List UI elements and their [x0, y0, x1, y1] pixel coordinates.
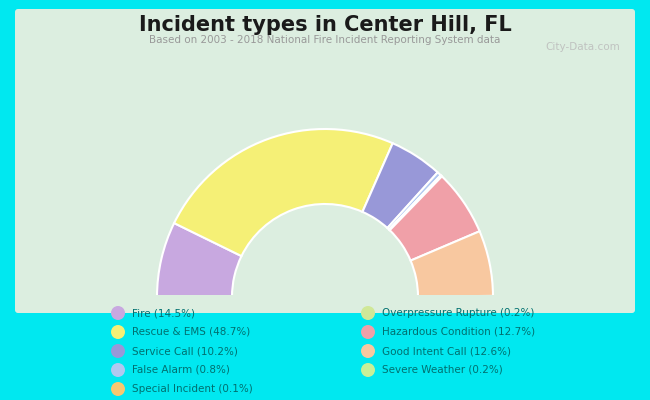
Text: Severe Weather (0.2%): Severe Weather (0.2%)	[382, 365, 502, 375]
Text: Special Incident (0.1%): Special Incident (0.1%)	[132, 384, 253, 394]
Text: Overpressure Rupture (0.2%): Overpressure Rupture (0.2%)	[382, 308, 534, 318]
Text: Service Call (10.2%): Service Call (10.2%)	[132, 346, 238, 356]
Bar	[18, 295, 632, 310]
Text: City-Data.com: City-Data.com	[545, 42, 620, 52]
Text: False Alarm (0.8%): False Alarm (0.8%)	[132, 365, 230, 375]
Wedge shape	[157, 223, 242, 297]
Wedge shape	[389, 176, 442, 230]
Wedge shape	[389, 175, 441, 230]
Text: Rescue & EMS (48.7%): Rescue & EMS (48.7%)	[132, 327, 250, 337]
Circle shape	[111, 344, 125, 358]
Wedge shape	[418, 296, 493, 297]
Text: Incident types in Center Hill, FL: Incident types in Center Hill, FL	[138, 15, 512, 35]
Wedge shape	[363, 143, 437, 228]
Circle shape	[111, 306, 125, 320]
Circle shape	[111, 325, 125, 339]
Circle shape	[361, 363, 375, 377]
Circle shape	[111, 363, 125, 377]
Wedge shape	[390, 176, 480, 261]
Circle shape	[361, 344, 375, 358]
Text: Fire (14.5%): Fire (14.5%)	[132, 308, 195, 318]
Circle shape	[361, 325, 375, 339]
Circle shape	[111, 382, 125, 396]
Circle shape	[361, 306, 375, 320]
Wedge shape	[411, 231, 493, 296]
FancyBboxPatch shape	[15, 9, 635, 313]
Wedge shape	[387, 172, 441, 230]
Wedge shape	[174, 129, 393, 256]
Text: Good Intent Call (12.6%): Good Intent Call (12.6%)	[382, 346, 511, 356]
Bar	[152, 296, 498, 310]
Text: Based on 2003 - 2018 National Fire Incident Reporting System data: Based on 2003 - 2018 National Fire Incid…	[150, 35, 500, 45]
Text: Hazardous Condition (12.7%): Hazardous Condition (12.7%)	[382, 327, 535, 337]
